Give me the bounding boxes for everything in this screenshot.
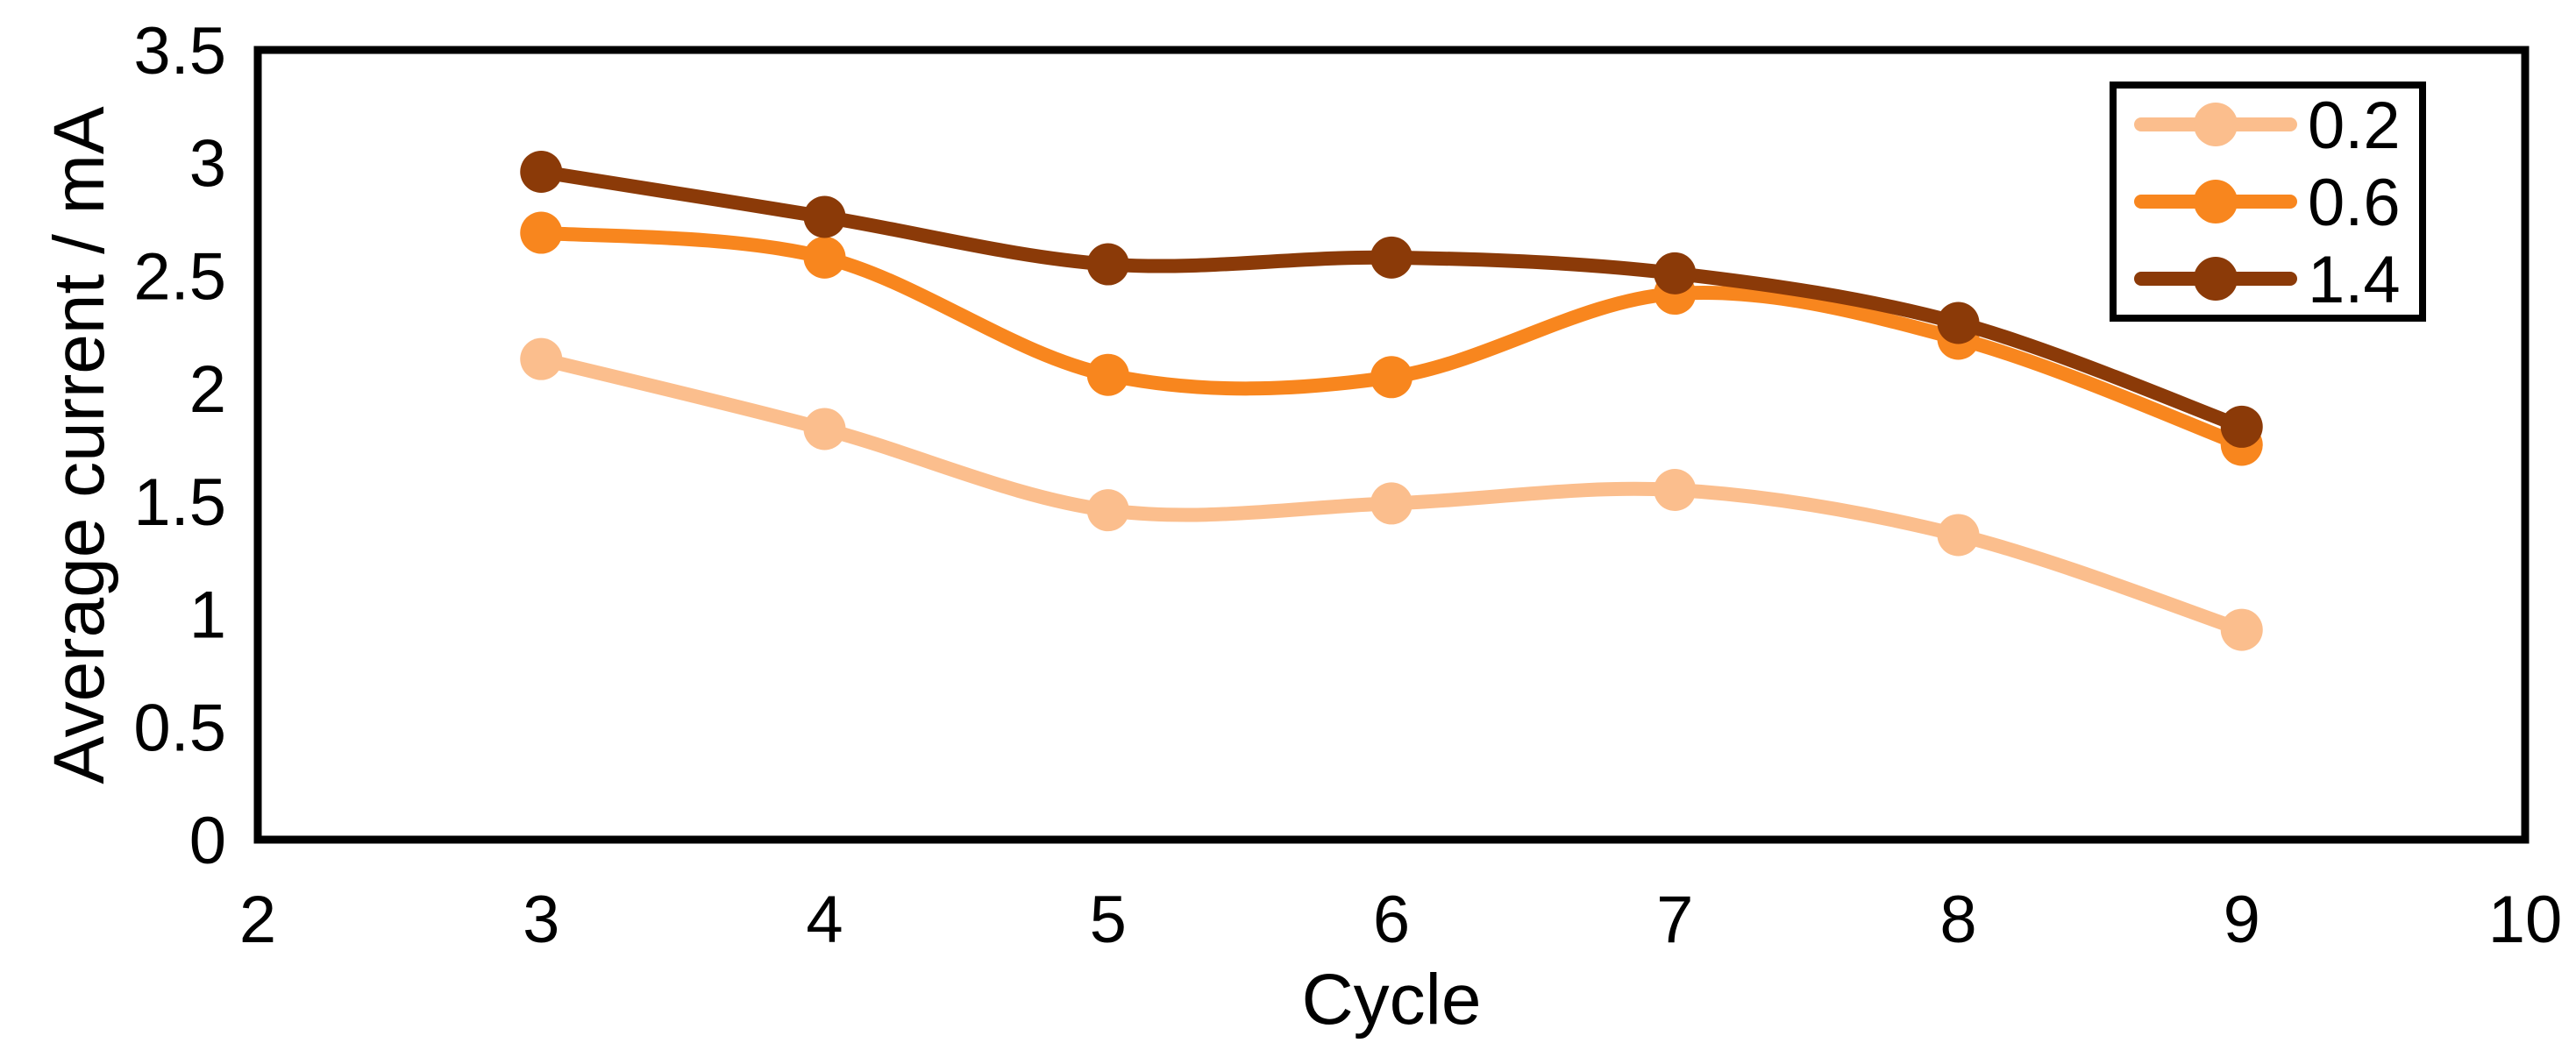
- x-tick-label: 9: [2224, 883, 2260, 957]
- x-axis-title: Cycle: [1301, 960, 1481, 1039]
- y-tick-label: 3: [189, 127, 226, 202]
- data-point-series-1.4: [520, 151, 563, 194]
- legend-marker-0.6: [2194, 180, 2238, 223]
- legend-marker-0.2: [2194, 103, 2238, 146]
- data-point-series-1.4: [803, 195, 846, 238]
- y-axis-title: Average current / mA: [39, 106, 119, 784]
- x-tick-label: 5: [1090, 883, 1127, 957]
- data-point-series-1.4: [1370, 236, 1413, 279]
- legend-label-0.6: 0.6: [2308, 166, 2401, 240]
- data-point-series-0.2: [803, 408, 846, 451]
- y-tick-label: 1: [189, 578, 226, 653]
- y-tick-label: 2.5: [133, 239, 226, 314]
- x-tick-label: 6: [1373, 883, 1410, 957]
- plot-border: [253, 46, 2530, 844]
- legend-marker-1.4: [2194, 257, 2238, 301]
- data-point-series-0.6: [1086, 353, 1129, 396]
- x-tick-label: 8: [1939, 883, 1976, 957]
- legend-label-0.2: 0.2: [2308, 89, 2401, 163]
- y-tick-label: 1.5: [133, 465, 226, 540]
- data-point-series-0.2: [1370, 482, 1413, 525]
- x-tick-label: 7: [1656, 883, 1693, 957]
- y-tick-label: 0.5: [133, 691, 226, 765]
- chart-built-layer: 0 0.5 1 1.5 2 2.5 3 3.5 2 3 4 5 6 7 8 9 10 0.20.61.4: [133, 14, 2562, 957]
- data-point-series-0.2: [1654, 468, 1697, 511]
- data-point-series-0.6: [1370, 356, 1413, 399]
- data-point-series-1.4: [1086, 243, 1129, 286]
- data-point-series-0.2: [2220, 608, 2263, 651]
- data-point-series-0.6: [803, 236, 846, 279]
- y-tick-label: 2: [189, 352, 226, 427]
- data-point-series-0.2: [1086, 489, 1129, 532]
- data-point-series-0.6: [520, 211, 563, 254]
- legend-label-1.4: 1.4: [2308, 243, 2401, 317]
- x-tick-label: 2: [239, 883, 276, 957]
- data-point-series-0.2: [1937, 514, 1980, 557]
- data-point-series-1.4: [1937, 302, 1980, 344]
- data-point-series-0.2: [520, 337, 563, 380]
- x-tick-label: 3: [523, 883, 559, 957]
- y-tick-label: 3.5: [133, 14, 226, 89]
- x-tick-label: 10: [2488, 883, 2563, 957]
- data-point-series-1.4: [1654, 252, 1697, 294]
- data-point-series-1.4: [2220, 405, 2263, 448]
- y-tick-label: 0: [189, 804, 226, 878]
- x-tick-label: 4: [806, 883, 843, 957]
